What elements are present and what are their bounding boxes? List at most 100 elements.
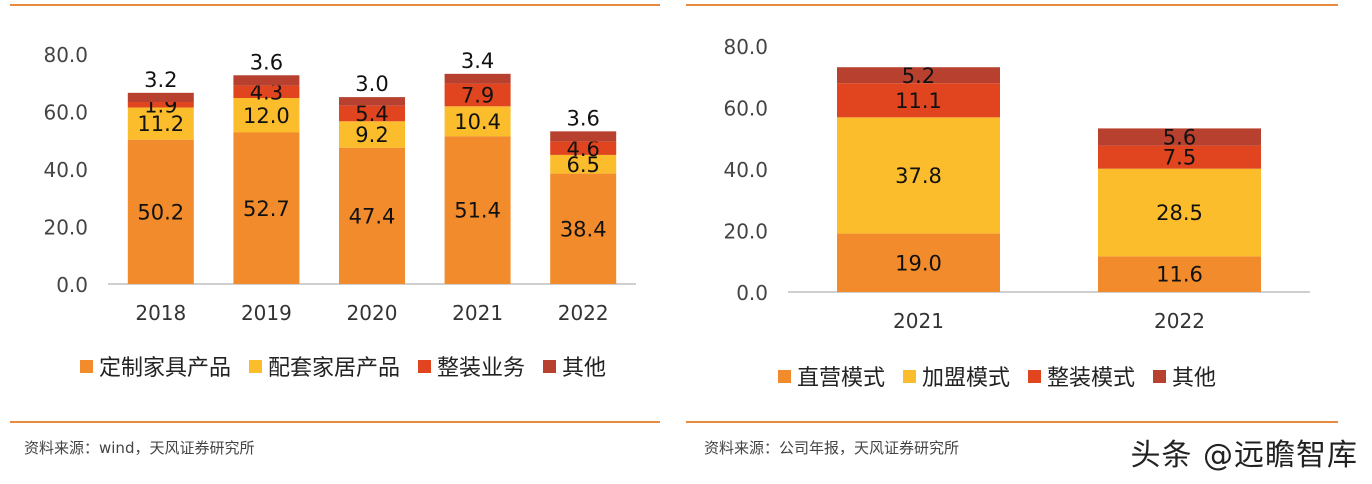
bar-segment	[127, 107, 194, 140]
data-label: 12.0	[243, 104, 290, 128]
y-tick-label: 20.0	[723, 220, 768, 244]
x-tick-label: 2019	[241, 301, 292, 325]
data-label: 3.0	[355, 72, 388, 96]
legend-swatch	[1028, 369, 1042, 383]
legend-item: 其他	[1153, 360, 1216, 392]
x-tick-label: 2022	[558, 301, 609, 325]
y-tick-label: 60.0	[43, 101, 88, 125]
data-label: 3.2	[144, 68, 177, 92]
data-label: 19.0	[895, 251, 942, 275]
bar-segment	[233, 75, 300, 86]
y-tick-label: 60.0	[723, 97, 768, 121]
data-label: 11.1	[895, 89, 942, 113]
bar-segment	[233, 97, 300, 133]
data-label: 3.4	[461, 49, 494, 73]
bar-segment	[837, 117, 1000, 234]
legend-label: 其他	[562, 356, 607, 381]
bar-segment	[1098, 168, 1261, 257]
bar-segment	[444, 136, 511, 284]
data-label: 5.6	[1163, 126, 1196, 150]
legend-item: 其他	[543, 350, 606, 382]
data-label: 47.4	[349, 204, 396, 228]
bar-segment	[1098, 128, 1261, 146]
bar-segment	[1098, 256, 1261, 292]
bar-segment	[339, 97, 405, 106]
bottom-rule	[10, 421, 660, 423]
bar-segment	[550, 141, 617, 155]
source-note-2: 资料来源：公司年报，天风证券研究所	[704, 439, 960, 457]
x-tick-label: 2020	[347, 301, 398, 325]
bar-segment	[550, 154, 617, 174]
source-note-1: 资料来源：wind，天风证券研究所	[24, 439, 255, 457]
data-label: 51.4	[454, 199, 501, 223]
x-tick-label: 2021	[893, 309, 944, 333]
legend-label: 配套家居产品	[268, 356, 401, 381]
legend-label: 定制家具产品	[99, 356, 232, 381]
bar-segment	[550, 131, 617, 142]
bar-segment	[837, 67, 1000, 84]
legend-item: 定制家具产品	[80, 350, 231, 382]
legend-label: 加盟模式	[922, 366, 1011, 391]
bar-segment	[339, 105, 405, 122]
legend-swatch	[1153, 369, 1167, 383]
bar-segment	[127, 139, 194, 284]
left-chart-panel: 0.0 20.0 40.0 60.0 80.0 50.2 11.2 1.9 3.2 2018 52.…	[0, 0, 672, 484]
y-tick-label: 40.0	[43, 158, 88, 182]
legend-swatch	[249, 359, 263, 373]
x-tick-label: 2022	[1154, 309, 1205, 333]
legend-swatch	[80, 359, 93, 373]
legend-item: 整装模式	[1028, 360, 1135, 392]
watermark: 头条 @远瞻智库	[1130, 438, 1358, 473]
y-tick-label: 0.0	[736, 281, 768, 305]
legend-item: 直营模式	[778, 360, 885, 392]
top-rule	[10, 4, 660, 6]
data-label: 5.2	[902, 64, 935, 88]
legend-label: 整装模式	[1047, 366, 1136, 391]
data-label: 11.6	[1156, 263, 1203, 287]
data-label: 38.4	[560, 217, 607, 241]
x-tick-label: 2018	[135, 301, 186, 325]
legend-swatch	[418, 359, 432, 373]
chart-1-svg: 0.020.040.060.080.050.211.21.93.2201852.…	[43, 43, 636, 325]
x-tick-label: 2021	[452, 301, 503, 325]
bar-segment	[127, 92, 194, 103]
bar-segment	[444, 73, 511, 84]
data-label: 7.5	[1163, 146, 1196, 170]
legend-item: 配套家居产品	[249, 350, 400, 382]
bar-segment	[837, 83, 1000, 118]
top-rule	[686, 4, 1338, 6]
bar-segment	[444, 83, 511, 107]
data-label: 52.7	[243, 197, 290, 221]
data-label: 10.4	[454, 110, 501, 134]
y-tick-label: 0.0	[56, 273, 88, 297]
legend-swatch	[778, 369, 791, 383]
bar-segment	[444, 106, 511, 137]
y-tick-label: 20.0	[43, 216, 88, 240]
bar-segment	[1098, 145, 1261, 169]
data-label: 28.5	[1156, 201, 1203, 225]
data-label: 7.9	[461, 84, 494, 108]
data-label: 3.6	[250, 50, 283, 74]
bar-segment	[550, 173, 617, 284]
legend-swatch	[543, 359, 557, 373]
bar-segment	[339, 147, 405, 284]
y-tick-label: 80.0	[723, 35, 768, 59]
legend-label: 直营模式	[797, 366, 886, 391]
bar-segment	[233, 85, 300, 98]
chart-2-svg: 0.0 20.0 40.0 60.0 80.0 19.0 37.8 11.15.2 2021 11…	[723, 35, 1310, 333]
data-label: 50.2	[137, 200, 184, 224]
data-label: 37.8	[895, 164, 942, 188]
data-label: 5.4	[355, 102, 388, 126]
legend-2: 直营模式 加盟模式 整装模式 其他	[778, 360, 1216, 392]
data-label: 6.5	[566, 153, 599, 177]
legend-item: 加盟模式	[903, 360, 1010, 392]
legend-item: 整装业务	[418, 350, 525, 382]
bar-segment	[339, 121, 405, 148]
bar-segment	[233, 132, 300, 284]
bar-segment	[127, 102, 194, 108]
legend-label: 整装业务	[437, 356, 526, 381]
legend-swatch	[903, 369, 917, 383]
bar-segment	[837, 233, 1000, 292]
bottom-rule	[686, 421, 1338, 423]
data-label: 11.2	[137, 112, 184, 136]
